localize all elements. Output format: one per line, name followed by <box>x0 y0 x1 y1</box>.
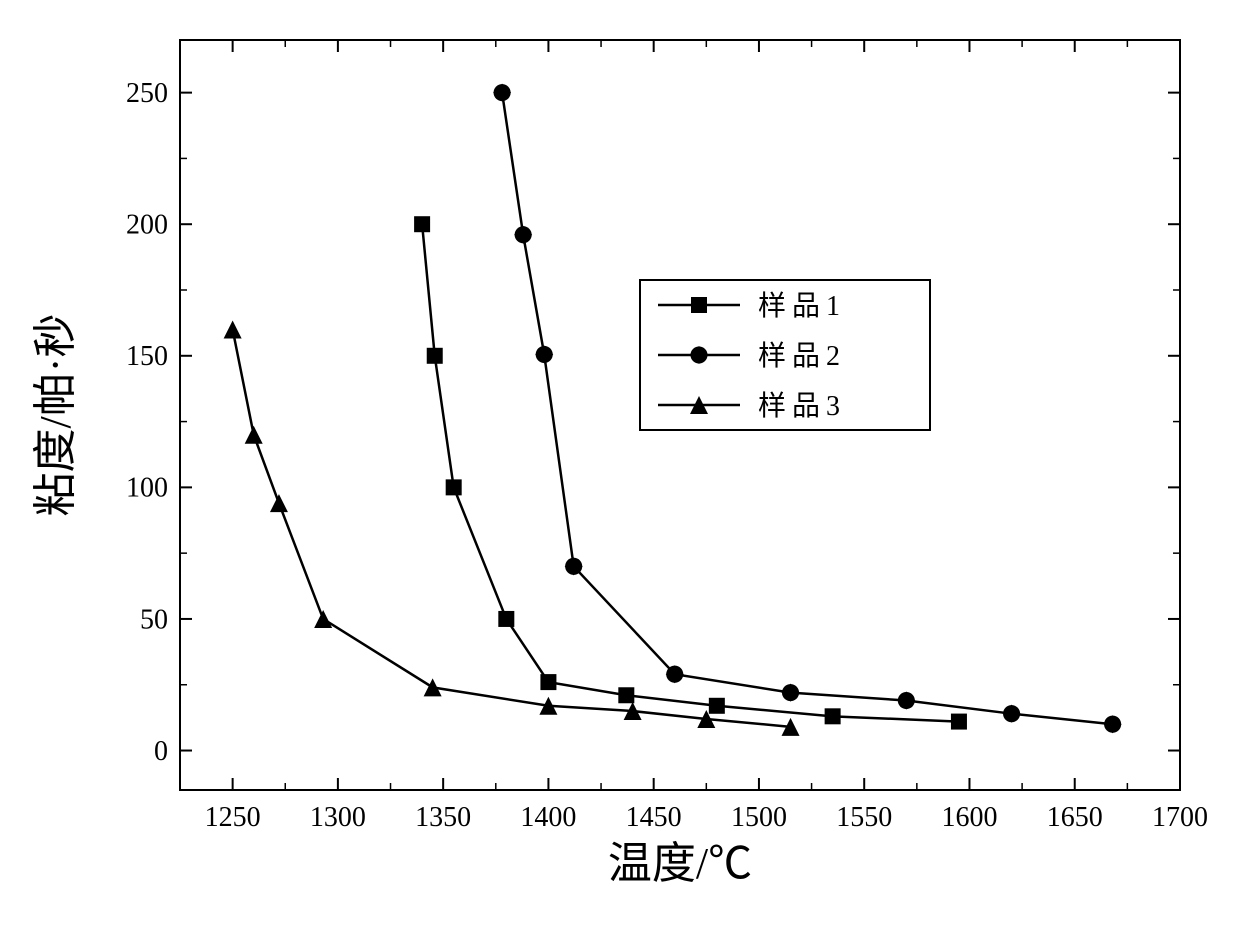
legend: 样品1 样品2 样品3 <box>640 280 930 430</box>
x-tick-label: 1550 <box>836 802 892 833</box>
x-tick-label: 1450 <box>626 802 682 833</box>
x-tick-label: 1300 <box>310 802 366 833</box>
x-tick-label: 1250 <box>205 802 261 833</box>
x-axis-label: 温度/℃ <box>608 839 752 888</box>
legend-label: 样品3 <box>758 390 846 422</box>
x-tick-label: 1600 <box>941 802 997 833</box>
chart-svg: 1250130013501400145015001550160016501700… <box>0 0 1240 943</box>
x-tick-label: 1650 <box>1047 802 1103 833</box>
legend-label: 样品2 <box>758 340 846 372</box>
y-tick-label: 0 <box>154 736 168 767</box>
y-tick-label: 50 <box>140 604 168 635</box>
y-tick-label: 150 <box>126 341 168 372</box>
legend-label: 样品1 <box>758 290 846 322</box>
viscosity-temperature-chart: 1250130013501400145015001550160016501700… <box>0 0 1240 943</box>
y-tick-label: 250 <box>126 78 168 109</box>
x-tick-label: 1500 <box>731 802 787 833</box>
y-axis-label: 粘度/帕·秒 <box>31 314 80 517</box>
x-tick-label: 1700 <box>1152 802 1208 833</box>
x-tick-label: 1350 <box>415 802 471 833</box>
x-tick-label: 1400 <box>520 802 576 833</box>
y-tick-label: 200 <box>126 210 168 241</box>
y-tick-label: 100 <box>126 473 168 504</box>
